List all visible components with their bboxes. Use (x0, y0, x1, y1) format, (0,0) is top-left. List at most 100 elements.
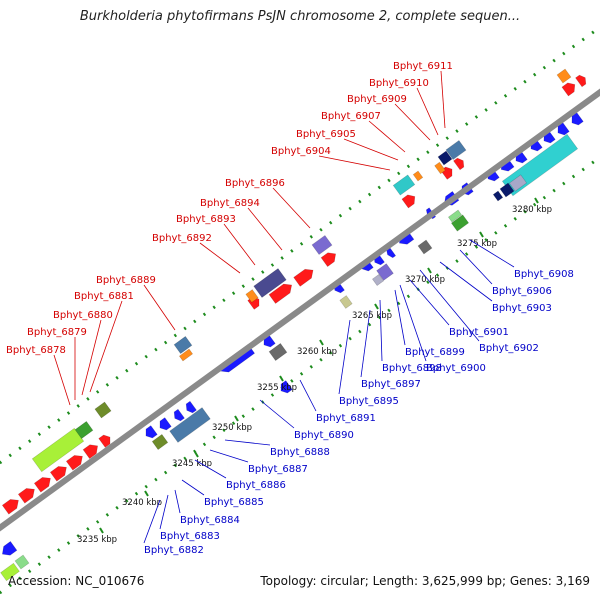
label-leader-lines (53, 70, 515, 544)
gene-feature (159, 417, 172, 431)
chromosome-backbone (0, 88, 600, 532)
label-leader (209, 449, 249, 463)
gene-label-top: Bphyt_6910 (369, 78, 429, 89)
gene-feature (556, 68, 572, 84)
label-leader (469, 239, 515, 268)
gene-feature (74, 421, 94, 439)
gene-label-top: Bphyt_6879 (27, 327, 87, 338)
label-leader (272, 187, 311, 229)
gene-feature (447, 209, 463, 223)
gene-label-bottom: Bphyt_6900 (426, 363, 486, 374)
gene-label-bottom: Bphyt_6908 (514, 269, 574, 280)
gene-feature (293, 268, 314, 287)
scale-tick (279, 375, 284, 382)
label-leader (343, 138, 399, 161)
gene-feature (311, 235, 333, 255)
label-leader (81, 319, 102, 396)
gene-label-bottom: Bphyt_6887 (248, 464, 308, 475)
gene-feature (437, 150, 453, 166)
gene-label-bottom: Bphyt_6883 (160, 531, 220, 542)
label-leader (394, 103, 431, 141)
label-leader (174, 489, 181, 514)
scale-tick-label: 3245 kbp (172, 459, 212, 469)
gene-feature (245, 289, 259, 303)
gene-label-bottom: Bphyt_6899 (405, 347, 465, 358)
gene-feature (453, 157, 465, 171)
label-leader (409, 279, 450, 326)
gene-label-top: Bphyt_6894 (200, 198, 260, 209)
gene-feature (561, 82, 576, 97)
label-leader (224, 439, 271, 446)
gene-label-bottom: Bphyt_6901 (449, 327, 509, 338)
gene-label-bottom: Bphyt_6882 (144, 545, 204, 556)
scale-tick-label: 3235 kbp (77, 535, 117, 545)
label-leader (360, 309, 371, 378)
gene-label-bottom: Bphyt_6895 (339, 396, 399, 407)
gene-feature (173, 408, 185, 422)
label-leader (440, 70, 446, 129)
gene-feature (401, 194, 416, 209)
scale-tick-label: 3270 kbp (405, 275, 445, 285)
gene-feature (499, 182, 515, 198)
scale-tick (194, 451, 199, 458)
gene-feature (82, 444, 99, 459)
label-leader (199, 242, 241, 274)
label-leader (299, 379, 317, 412)
gene-label-bottom: Bphyt_6906 (492, 286, 552, 297)
gene-feature (178, 348, 194, 362)
gene-feature (434, 161, 446, 175)
scale-tick-label: 3280 kbp (512, 205, 552, 215)
gene-feature (575, 74, 587, 88)
gene-feature (268, 343, 288, 361)
gene-feature (417, 239, 433, 255)
scale-tick (144, 490, 149, 497)
gene-feature (445, 140, 467, 160)
label-leader (181, 479, 205, 496)
gene-label-bottom: Bphyt_6888 (270, 447, 330, 458)
gene-feature (0, 562, 20, 582)
gene-label-top: Bphyt_6881 (74, 291, 134, 302)
gene-feature (65, 455, 83, 471)
gene-feature (151, 434, 169, 450)
gene-feature (94, 401, 112, 419)
label-leader (259, 399, 295, 429)
label-leader (247, 207, 283, 251)
gene-label-bottom: Bphyt_6902 (479, 343, 539, 354)
scale-tick-label: 3265 kbp (352, 311, 392, 321)
scale-tick-label: 3255 kbp (257, 383, 297, 393)
scale-tick (479, 231, 484, 238)
scale-tick (99, 527, 104, 534)
gene-feature (1, 499, 19, 515)
scale-ticks: 3235 kbp 3240 kbp 3245 kbp 3250 kbp 3255 kbp… (77, 197, 552, 545)
label-leader (439, 261, 493, 302)
label-leader (318, 155, 391, 171)
gene-label-top: Bphyt_6905 (296, 129, 356, 140)
label-leader (368, 120, 406, 153)
gene-feature (33, 477, 51, 493)
gene-label-bottom: Bphyt_6884 (180, 515, 240, 526)
gene-label-top: Bphyt_6896 (225, 178, 285, 189)
gene-feature (450, 214, 470, 232)
gene-labels[interactable]: Bphyt_6878 Bphyt_6879 Bphyt_6880 Bphyt_6881… (6, 61, 574, 556)
gene-feature (320, 252, 337, 267)
scale-tick (319, 339, 324, 346)
gene-label-top: Bphyt_6911 (393, 61, 453, 72)
gene-feature (392, 174, 416, 196)
gene-feature (98, 434, 111, 448)
label-leader (419, 269, 480, 342)
map-title: Burkholderia phytofirmans PsJN chromosom… (79, 9, 521, 24)
label-leader (143, 284, 176, 331)
gene-feature (1, 541, 18, 556)
gene-feature (268, 283, 293, 304)
gene-label-bottom: Bphyt_6890 (294, 430, 354, 441)
label-leader (194, 459, 227, 479)
gene-label-bottom: Bphyt_6891 (316, 413, 376, 424)
gene-feature (169, 407, 211, 443)
gene-feature (371, 273, 385, 287)
scale-tick (534, 197, 539, 204)
accession-text: Accession: NC_010676 (8, 574, 145, 588)
label-leader (338, 319, 351, 395)
gene-feature (14, 554, 30, 570)
gene-feature (185, 400, 197, 414)
